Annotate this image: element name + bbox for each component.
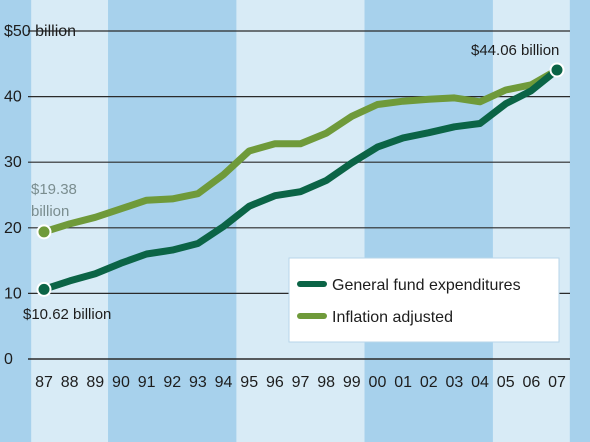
y-tick-label: 30	[4, 154, 22, 171]
background-bands	[31, 0, 570, 442]
series-line-1	[40, 66, 561, 236]
x-tick-label: 03	[446, 374, 464, 391]
x-tick-label: 98	[317, 374, 335, 391]
endpoint-marker-2	[549, 62, 565, 78]
band-2	[236, 0, 365, 442]
x-tick-label: 05	[497, 374, 515, 391]
series-lines	[40, 66, 561, 293]
x-tick-label: 90	[112, 374, 130, 391]
gridlines	[28, 30, 570, 360]
x-tick-labels: 87 88 89 90 91 92 93 94 95 96 97 98 99 00 01 02 03 04 05 06…	[35, 374, 566, 391]
x-tick-label: 93	[189, 374, 207, 391]
legend-label-general-fund: General fund expenditures	[332, 277, 521, 294]
x-tick-label: 01	[394, 374, 412, 391]
y-tick-label: $50 billion	[4, 23, 76, 40]
x-tick-label: 92	[163, 374, 181, 391]
series-line-0	[40, 66, 561, 293]
x-tick-label: 94	[215, 374, 233, 391]
legend-box	[288, 257, 560, 343]
x-tick-label: 96	[266, 374, 284, 391]
endpoint-marker-0	[36, 281, 52, 297]
legend: General fund expenditures Inflation adju…	[288, 257, 560, 343]
annotation-start-general-fund: $10.62 billion	[23, 306, 111, 323]
annotation-start-inflation-line1: $19.38	[31, 181, 77, 198]
y-tick-labels: 0 10 20 30 40 $50 billion	[4, 23, 76, 368]
band-3	[364, 0, 493, 442]
x-tick-label: 02	[420, 374, 438, 391]
x-tick-label: 89	[86, 374, 104, 391]
x-tick-label: 04	[471, 374, 489, 391]
y-tick-label: 20	[4, 220, 22, 237]
band-1	[108, 0, 237, 442]
y-tick-label: 10	[4, 285, 22, 302]
y-tick-label: 0	[4, 351, 13, 368]
endpoint-markers	[36, 62, 565, 297]
x-tick-label: 87	[35, 374, 53, 391]
y-tick-label: 40	[4, 89, 22, 106]
x-tick-label: 91	[138, 374, 156, 391]
x-tick-label: 06	[522, 374, 540, 391]
x-tick-label: 95	[240, 374, 258, 391]
legend-label-inflation-adjusted: Inflation adjusted	[332, 309, 453, 326]
annotation-start-inflation-line2: billion	[31, 203, 69, 220]
x-tick-label: 00	[369, 374, 387, 391]
x-tick-label: 07	[548, 374, 566, 391]
x-tick-label: 97	[292, 374, 310, 391]
x-tick-label: 88	[61, 374, 79, 391]
x-tick-label: 99	[343, 374, 361, 391]
annotation-end-value: $44.06 billion	[471, 42, 559, 59]
endpoint-marker-1	[36, 224, 52, 240]
